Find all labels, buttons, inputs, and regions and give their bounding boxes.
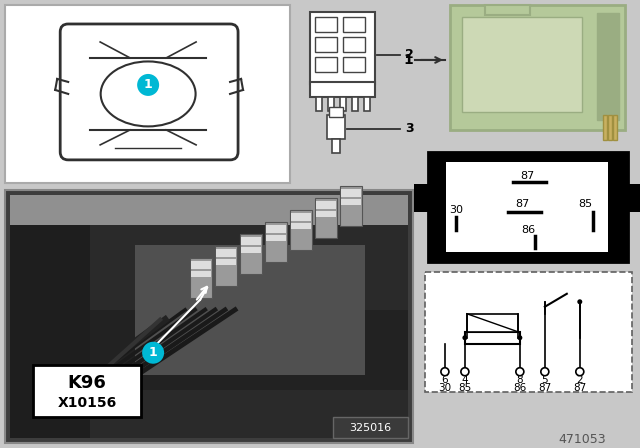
Circle shape	[517, 335, 522, 340]
Text: 30: 30	[449, 205, 463, 215]
Circle shape	[576, 368, 584, 376]
FancyBboxPatch shape	[60, 24, 238, 160]
Bar	[266, 235, 286, 241]
Text: 86: 86	[521, 225, 535, 235]
Ellipse shape	[100, 61, 196, 126]
Text: 8: 8	[516, 375, 523, 385]
Bar	[428, 152, 628, 262]
Bar	[291, 213, 311, 221]
Bar	[316, 97, 322, 111]
Bar	[608, 115, 612, 140]
Bar	[5, 5, 290, 183]
Bar	[340, 186, 362, 226]
Bar	[216, 259, 236, 265]
Circle shape	[137, 74, 159, 96]
Bar	[33, 365, 141, 417]
Bar	[343, 17, 365, 32]
Bar	[467, 314, 518, 332]
Circle shape	[441, 368, 449, 376]
Bar	[352, 97, 358, 111]
Text: 87: 87	[516, 199, 530, 209]
Bar	[265, 222, 287, 262]
Bar	[343, 57, 365, 72]
Circle shape	[461, 368, 469, 376]
Text: 2: 2	[405, 48, 413, 61]
Bar	[310, 82, 375, 97]
Circle shape	[142, 342, 164, 364]
Circle shape	[462, 335, 467, 340]
Text: 87: 87	[538, 383, 552, 393]
Text: 325016: 325016	[349, 422, 391, 433]
Bar	[291, 223, 311, 229]
Bar	[191, 271, 211, 277]
Bar	[462, 17, 582, 112]
Bar	[450, 5, 625, 130]
Bar	[425, 272, 632, 392]
Bar	[340, 97, 346, 111]
Bar	[333, 417, 408, 438]
Text: 1: 1	[403, 53, 413, 67]
Bar	[316, 201, 336, 209]
Text: 3: 3	[405, 122, 413, 135]
Bar	[266, 225, 286, 233]
Text: K96: K96	[68, 374, 107, 392]
Bar	[328, 97, 334, 111]
Circle shape	[541, 368, 549, 376]
Bar	[596, 13, 619, 120]
Bar	[191, 261, 211, 269]
Bar	[341, 199, 361, 205]
Text: X10156: X10156	[58, 396, 117, 409]
Text: 6: 6	[442, 375, 448, 385]
Bar	[343, 37, 365, 52]
Text: 4: 4	[461, 375, 468, 385]
Bar	[332, 139, 340, 153]
Bar	[485, 5, 530, 15]
Text: 87: 87	[521, 171, 535, 181]
Text: 471053: 471053	[558, 433, 605, 446]
Bar	[240, 234, 262, 274]
Text: 2: 2	[577, 375, 583, 385]
Bar	[10, 310, 408, 390]
Text: 30: 30	[438, 383, 451, 393]
Bar	[315, 17, 337, 32]
Bar	[624, 184, 640, 212]
Text: 1: 1	[148, 346, 157, 359]
Bar	[341, 189, 361, 197]
Text: 85: 85	[458, 383, 472, 393]
Bar	[446, 162, 608, 252]
Bar	[215, 246, 237, 286]
Bar	[10, 195, 408, 225]
Bar	[315, 37, 337, 52]
Bar	[241, 247, 261, 253]
Bar	[135, 245, 365, 375]
Bar	[216, 249, 236, 257]
Bar	[315, 57, 337, 72]
Bar	[310, 12, 375, 84]
Bar	[612, 115, 617, 140]
Text: 1: 1	[144, 78, 152, 91]
Bar	[5, 190, 413, 443]
Bar	[327, 115, 345, 139]
Bar	[190, 258, 212, 298]
Bar	[241, 237, 261, 245]
Bar	[465, 332, 520, 344]
Text: 87: 87	[573, 383, 586, 393]
Bar	[603, 115, 607, 140]
Bar	[414, 184, 432, 212]
Bar	[290, 210, 312, 250]
Bar	[10, 225, 90, 438]
Text: 85: 85	[579, 199, 593, 209]
Text: 5: 5	[541, 375, 548, 385]
Circle shape	[577, 299, 582, 304]
Bar	[10, 225, 408, 438]
Text: 86: 86	[513, 383, 527, 393]
Bar	[316, 211, 336, 217]
Bar	[329, 107, 343, 117]
Circle shape	[516, 368, 524, 376]
Bar	[315, 198, 337, 238]
Bar	[364, 97, 370, 111]
